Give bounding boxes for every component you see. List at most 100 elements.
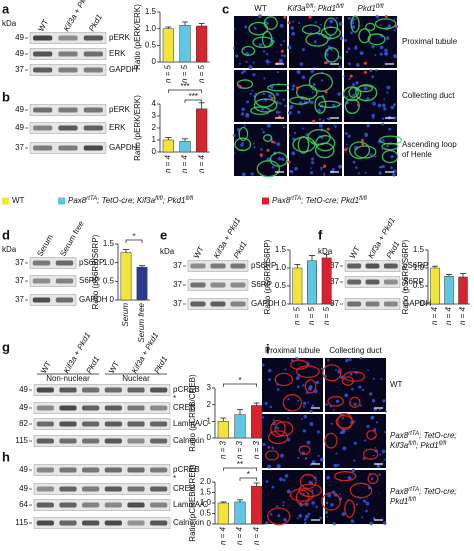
nucleus xyxy=(278,58,283,63)
nucleus xyxy=(297,357,300,360)
y-tick-label: 1.5 xyxy=(145,7,157,16)
nucleus xyxy=(378,408,382,411)
y-tick-label: 1.0 xyxy=(200,498,212,507)
nucleus xyxy=(372,377,375,380)
bar xyxy=(307,260,317,305)
bar xyxy=(251,485,263,525)
y-tick-label: 1.0 xyxy=(103,258,115,267)
y-axis-label: Ratio (pERK/ERK) xyxy=(133,95,142,161)
nucleus xyxy=(293,131,297,135)
y-tick-label: 1.5 xyxy=(413,245,425,254)
band-label: pCREB xyxy=(173,385,200,394)
nucleus xyxy=(240,143,244,147)
lane-label: Serum free xyxy=(58,219,86,258)
nucleus xyxy=(360,404,362,407)
nucleus xyxy=(383,431,386,434)
kda-label: 49 xyxy=(19,465,28,474)
tubule xyxy=(250,106,271,116)
text-segment: fl/fl xyxy=(408,441,416,447)
nucleus xyxy=(372,117,375,120)
nucleus xyxy=(291,84,296,88)
band-label: CREB xyxy=(173,484,195,493)
nucleus xyxy=(282,158,285,161)
y-tick-label: 1.5 xyxy=(103,239,115,248)
bar xyxy=(179,140,191,153)
nucleus xyxy=(279,477,283,482)
nucleus xyxy=(395,137,398,139)
band-label: pS6RP xyxy=(251,261,276,270)
band xyxy=(33,145,53,151)
lane-label: WT xyxy=(39,360,53,375)
kda-label: 37 xyxy=(15,295,24,304)
nucleus xyxy=(333,463,338,468)
nucleus xyxy=(372,101,376,106)
band xyxy=(33,67,53,73)
nucleus xyxy=(316,430,320,434)
nucleus xyxy=(347,47,351,51)
nucleus xyxy=(319,123,323,128)
nucleus xyxy=(245,113,250,118)
band-label: LaminA/C xyxy=(173,419,208,428)
nucleus xyxy=(386,144,389,148)
nucleus xyxy=(327,358,330,362)
nucleus xyxy=(355,18,357,20)
band xyxy=(127,438,145,444)
band xyxy=(150,421,168,427)
band xyxy=(83,125,103,131)
cilia-signal xyxy=(395,25,399,29)
nucleus xyxy=(287,398,290,401)
x-tick-label: n = 4 xyxy=(197,154,206,173)
nucleus xyxy=(291,151,296,156)
nucleus xyxy=(292,20,295,23)
nucleus xyxy=(350,519,355,523)
nucleus xyxy=(258,43,263,47)
y-tick-label: 2.0 xyxy=(200,477,212,486)
y-axis-label: Ratio (pCREB/CREB) xyxy=(188,374,197,452)
nucleus xyxy=(280,54,284,57)
nucleus xyxy=(348,358,352,362)
band xyxy=(33,51,53,57)
nucleus xyxy=(339,493,341,496)
nucleus xyxy=(298,21,301,24)
nucleus xyxy=(393,116,397,120)
nucleus xyxy=(245,60,248,63)
nucleus xyxy=(315,380,320,385)
tubule xyxy=(367,33,386,46)
band xyxy=(150,438,168,444)
nucleus xyxy=(283,54,286,58)
nucleus xyxy=(371,399,376,403)
nucleus xyxy=(363,499,367,503)
band xyxy=(59,405,77,411)
nucleus xyxy=(335,16,338,19)
nucleus xyxy=(369,521,373,526)
cilia-signal xyxy=(324,90,328,94)
nucleus xyxy=(314,21,318,24)
tubule xyxy=(344,98,360,115)
tubule xyxy=(298,445,311,456)
text-segment: Pkd1 xyxy=(358,4,376,13)
tubule xyxy=(307,129,331,146)
nucleus xyxy=(374,54,377,57)
nucleus xyxy=(320,168,323,171)
bar xyxy=(251,405,263,439)
nucleus xyxy=(375,421,379,424)
text-segment: fl/fl xyxy=(376,4,384,10)
nucleus xyxy=(325,501,329,505)
nucleus xyxy=(311,91,314,94)
band xyxy=(32,278,51,284)
band xyxy=(104,387,122,393)
nucleus xyxy=(371,113,376,118)
nucleus xyxy=(278,111,281,114)
band xyxy=(383,263,398,269)
cilia-signal xyxy=(384,15,388,19)
row-label: of Henle xyxy=(402,150,432,159)
row-label: WT xyxy=(390,380,403,389)
column-header: Collecting duct xyxy=(329,346,382,355)
band xyxy=(127,502,145,508)
band xyxy=(36,502,54,508)
column-header: WT xyxy=(254,4,267,13)
text-segment: fl/fl xyxy=(359,196,367,202)
legend-swatch xyxy=(58,197,65,205)
nucleus xyxy=(385,36,390,40)
nucleus xyxy=(366,424,370,428)
